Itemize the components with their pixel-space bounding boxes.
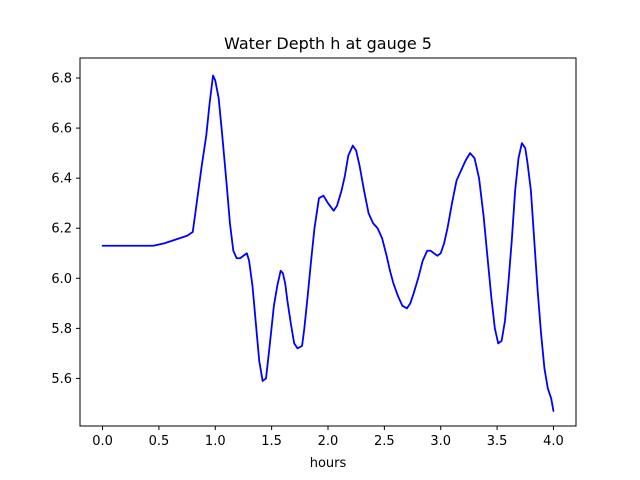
y-tick-label: 5.8 — [51, 322, 72, 337]
chart-title: Water Depth h at gauge 5 — [224, 34, 432, 53]
y-tick-label: 6.4 — [51, 172, 72, 187]
x-tick-label: 3.0 — [430, 434, 451, 449]
x-tick-label: 2.5 — [374, 434, 395, 449]
x-tick-label: 4.0 — [543, 434, 564, 449]
x-tick-label: 1.5 — [261, 434, 282, 449]
x-tick-label: 0.5 — [149, 434, 170, 449]
x-tick-label: 2.0 — [318, 434, 339, 449]
x-tick-label: 1.0 — [205, 434, 226, 449]
x-tick-label: 3.5 — [487, 434, 508, 449]
x-axis-label: hours — [310, 456, 347, 471]
y-tick-label: 6.2 — [51, 222, 72, 237]
y-tick-label: 6.6 — [51, 122, 72, 137]
y-tick-label: 6.8 — [51, 72, 72, 87]
y-tick-label: 6.0 — [51, 272, 72, 287]
series-line-0 — [101, 74, 555, 412]
x-tick-label: 0.0 — [92, 434, 113, 449]
axes: 0.0 0.5 1.0 1.5 2.0 2.5 3.0 3.5 4.0 5.6 5.8 6.0 6.2 6… — [51, 57, 577, 449]
plot-area — [101, 74, 555, 412]
y-tick-label: 5.6 — [51, 372, 72, 387]
